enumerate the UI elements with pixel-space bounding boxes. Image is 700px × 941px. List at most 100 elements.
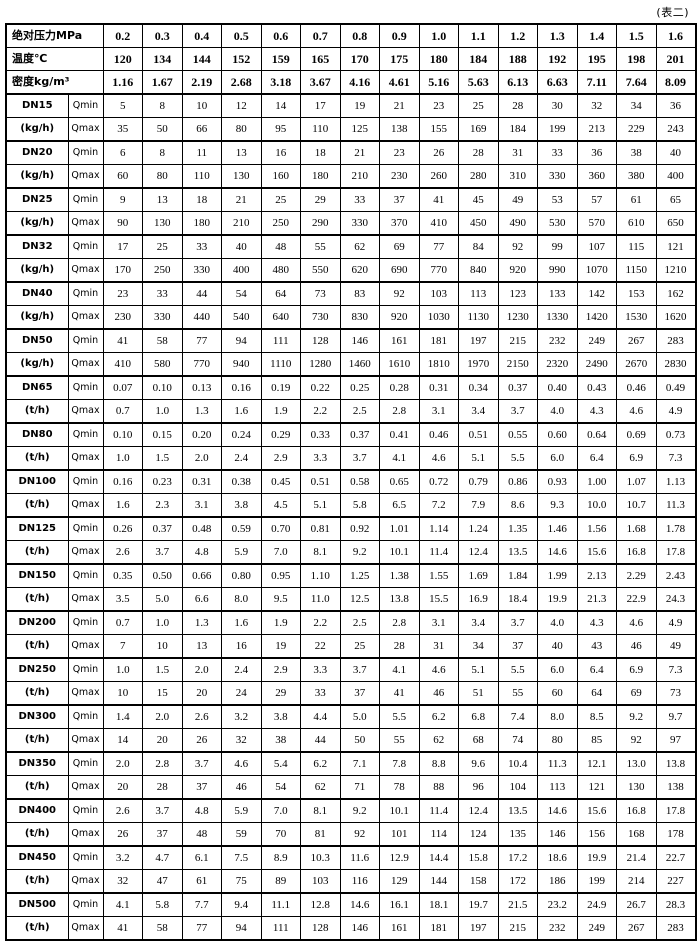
- data-cell: 8: [142, 93, 183, 118]
- data-cell: 111: [260, 328, 302, 353]
- data-cell: 2830: [655, 352, 697, 377]
- data-cell: 0.37: [142, 516, 183, 541]
- data-cell: 57: [576, 187, 618, 212]
- qmax-label: Qmax: [67, 681, 104, 706]
- data-cell: 7.3: [655, 446, 697, 471]
- data-cell: 4.6: [418, 657, 460, 682]
- data-cell: 0.41: [379, 422, 420, 447]
- data-cell: 10.1: [379, 540, 420, 565]
- data-cell: 170: [102, 258, 144, 283]
- data-cell: 26.7: [616, 892, 657, 917]
- data-cell: 32: [221, 728, 262, 753]
- data-cell: 0.31: [181, 469, 223, 494]
- data-cell: 3.7: [142, 540, 183, 565]
- data-cell: 1.9: [260, 399, 302, 424]
- data-cell: 283: [655, 916, 697, 941]
- data-cell: 10: [102, 681, 144, 706]
- qmin-label: Qmin: [67, 187, 104, 212]
- data-cell: 250: [260, 211, 302, 236]
- data-cell: 250: [142, 258, 183, 283]
- data-cell: 0.93: [537, 469, 578, 494]
- data-cell: 36: [655, 93, 697, 118]
- data-cell: 135: [497, 822, 539, 847]
- data-cell: 0.35: [102, 563, 144, 588]
- data-cell: 101: [379, 822, 420, 847]
- data-cell: 44: [300, 728, 341, 753]
- data-cell: 95: [260, 117, 302, 142]
- data-cell: 7.8: [379, 751, 420, 776]
- dn-unit-label: (t/h): [5, 775, 69, 800]
- header-value: 0.4: [181, 23, 223, 48]
- data-cell: 162: [655, 281, 697, 306]
- data-cell: 7: [102, 634, 144, 659]
- qmax-label: Qmax: [67, 728, 104, 753]
- header-row: 密度kg/m³ 1.16 1.67 2.19 2.68 3.18 3.67 4.16 4.61 5…: [5, 70, 697, 95]
- data-cell: 92: [339, 822, 381, 847]
- data-cell: 15.8: [458, 845, 499, 870]
- header-value: 3.67: [300, 70, 341, 95]
- data-cell: 30: [537, 93, 578, 118]
- data-cell: 48: [181, 822, 223, 847]
- data-cell: 123: [497, 281, 539, 306]
- data-cell: 14.6: [537, 540, 578, 565]
- data-cell: 8.1: [300, 540, 341, 565]
- data-cell: 28: [379, 634, 420, 659]
- data-cell: 94: [221, 328, 262, 353]
- dn-size-label: DN125: [5, 516, 69, 541]
- data-cell: 3.4: [458, 399, 499, 424]
- data-cell: 181: [418, 916, 460, 941]
- data-cell: 107: [576, 234, 618, 259]
- data-cell: 81: [300, 822, 341, 847]
- table-row: DN150 Qmin 0.35 0.50 0.66 0.80 0.95 1.10 1.25 1.3…: [5, 563, 697, 588]
- data-cell: 161: [379, 328, 420, 353]
- table-row: DN80 Qmin 0.10 0.15 0.20 0.24 0.29 0.33 0.37 0.41…: [5, 422, 697, 447]
- data-cell: 4.1: [102, 892, 144, 917]
- data-cell: 66: [181, 117, 223, 142]
- data-cell: 41: [379, 681, 420, 706]
- data-cell: 1530: [616, 305, 657, 330]
- qmax-label: Qmax: [67, 916, 104, 941]
- data-cell: 0.81: [300, 516, 341, 541]
- data-cell: 5.1: [458, 446, 499, 471]
- data-cell: 3.1: [418, 610, 460, 635]
- data-cell: 33: [142, 281, 183, 306]
- data-cell: 110: [181, 164, 223, 189]
- data-cell: 4.6: [616, 399, 657, 424]
- qmin-label: Qmin: [67, 610, 104, 635]
- data-cell: 12.9: [379, 845, 420, 870]
- data-cell: 20: [181, 681, 223, 706]
- data-cell: 6.1: [181, 845, 223, 870]
- data-cell: 1610: [379, 352, 420, 377]
- data-cell: 1970: [458, 352, 499, 377]
- data-cell: 37: [497, 634, 539, 659]
- data-cell: 74: [497, 728, 539, 753]
- data-cell: 9.2: [616, 704, 657, 729]
- header-value: 198: [616, 47, 657, 71]
- data-cell: 5.1: [300, 493, 341, 518]
- header-value: 0.9: [379, 23, 420, 48]
- data-cell: 155: [418, 117, 460, 142]
- header-value: 5.63: [458, 70, 499, 95]
- data-cell: 400: [221, 258, 262, 283]
- data-cell: 620: [339, 258, 381, 283]
- data-cell: 15.6: [576, 540, 618, 565]
- data-cell: 4.0: [537, 610, 578, 635]
- data-cell: 12.4: [458, 540, 499, 565]
- data-cell: 0.49: [655, 375, 697, 400]
- table-row: (t/h) Qmax 10 15 20 24 29 33 37 41 46 51 55 60 64 69 73: [5, 681, 697, 706]
- table-row: DN125 Qmin 0.26 0.37 0.48 0.59 0.70 0.81 0.92 1.0…: [5, 516, 697, 541]
- data-cell: 5.4: [260, 751, 302, 776]
- data-cell: 46: [616, 634, 657, 659]
- data-cell: 113: [537, 775, 578, 800]
- data-cell: 124: [458, 822, 499, 847]
- data-cell: 24.9: [576, 892, 618, 917]
- data-cell: 37: [339, 681, 381, 706]
- data-cell: 17.8: [655, 540, 697, 565]
- data-cell: 9.4: [221, 892, 262, 917]
- data-cell: 840: [458, 258, 499, 283]
- data-cell: 28.3: [655, 892, 697, 917]
- data-cell: 146: [339, 916, 381, 941]
- data-cell: 2150: [497, 352, 539, 377]
- data-cell: 54: [260, 775, 302, 800]
- dn-size-label: DN32: [5, 234, 69, 259]
